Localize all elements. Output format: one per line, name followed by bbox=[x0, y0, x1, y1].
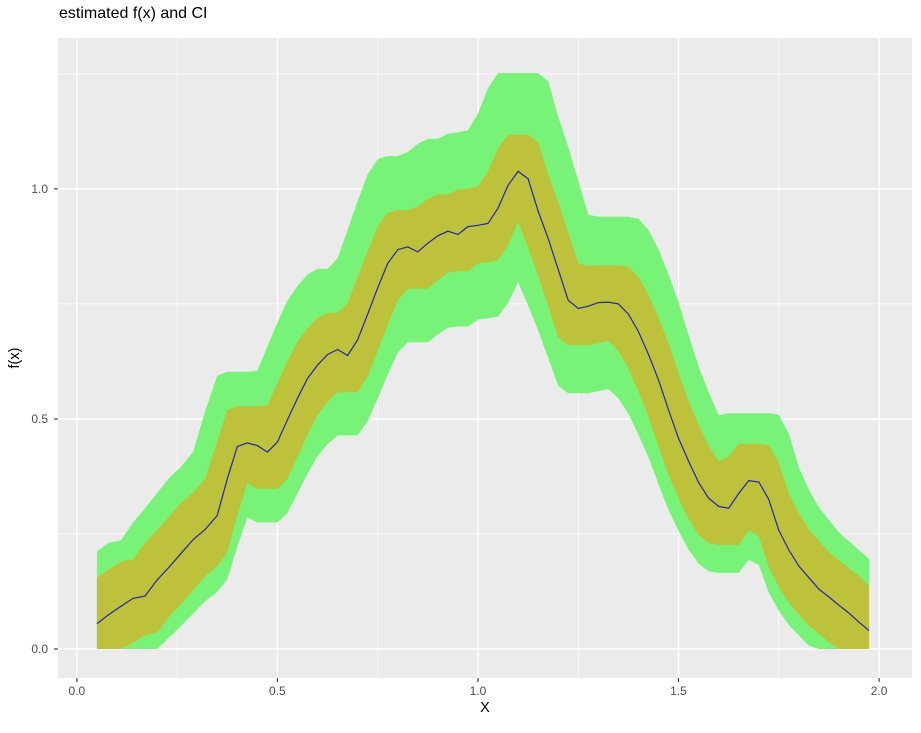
outer-ci-ribbon bbox=[96, 73, 870, 650]
y-tick-label: 0.0 bbox=[31, 642, 48, 656]
chart-title: estimated f(x) and CI bbox=[59, 5, 208, 22]
inner-ci-ribbon bbox=[96, 134, 870, 650]
x-axis-title: X bbox=[480, 700, 490, 716]
x-tick-label: 1.5 bbox=[670, 684, 687, 698]
x-tick-label: 0.5 bbox=[269, 684, 286, 698]
x-tick-labels: 0.0 0.5 1.0 1.5 2.0 bbox=[69, 684, 888, 698]
x-tick-label: 2.0 bbox=[871, 684, 888, 698]
y-tick-labels: 0.0 0.5 1.0 bbox=[31, 182, 48, 656]
fit-line bbox=[96, 170, 870, 632]
y-axis-title: f(x) bbox=[7, 347, 23, 369]
y-tick-label: 1.0 bbox=[31, 182, 48, 196]
x-tick-label: 1.0 bbox=[470, 684, 487, 698]
tick-marks bbox=[54, 188, 880, 682]
x-tick-label: 0.0 bbox=[69, 684, 86, 698]
y-tick-label: 0.5 bbox=[31, 412, 48, 426]
